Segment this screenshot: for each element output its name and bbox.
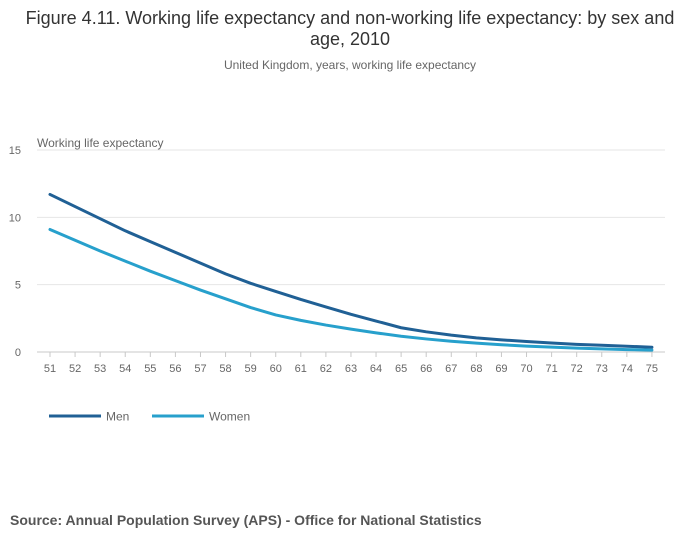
x-tick-label: 66 — [420, 363, 432, 375]
series-line-men — [48, 192, 654, 349]
y-tick-label: 0 — [15, 347, 21, 359]
y-tick-label: 5 — [15, 280, 21, 292]
x-axis: 51 52 53 54 55 56 57 58 59 60 61 62 63 64 65 66 67 68 69 70… — [44, 352, 658, 375]
series-line-women — [48, 227, 654, 352]
x-tick-label: 71 — [545, 363, 557, 375]
x-tick-label: 54 — [119, 363, 131, 375]
x-tick-label: 65 — [395, 363, 407, 375]
chart-title: Figure 4.11. Working life expectancy and… — [25, 8, 675, 49]
x-tick-label: 60 — [270, 363, 282, 375]
x-tick-label: 56 — [169, 363, 181, 375]
legend-label-men: Men — [106, 410, 129, 424]
series-lines — [48, 192, 654, 352]
y-axis-label: Working life expectancy — [37, 136, 164, 150]
x-tick-label: 52 — [69, 363, 81, 375]
x-tick-label: 74 — [621, 363, 633, 375]
x-tick-label: 75 — [646, 363, 658, 375]
x-tick-label: 69 — [495, 363, 507, 375]
x-tick-label: 64 — [370, 363, 382, 375]
y-tick-label: 15 — [9, 145, 21, 157]
x-tick-label: 70 — [520, 363, 532, 375]
y-axis-ticks: 0 5 10 15 — [9, 145, 21, 359]
x-tick-label: 67 — [445, 363, 457, 375]
x-tick-label: 55 — [144, 363, 156, 375]
x-tick-label: 73 — [596, 363, 608, 375]
x-tick-label: 61 — [295, 363, 307, 375]
y-tick-label: 10 — [9, 212, 21, 224]
x-tick-label: 59 — [245, 363, 257, 375]
legend: Men Women — [49, 410, 250, 424]
chart-subtitle: United Kingdom, years, working life expe… — [223, 58, 477, 72]
x-tick-label: 58 — [219, 363, 231, 375]
x-tick-label: 68 — [470, 363, 482, 375]
source-note: Source: Annual Population Survey (APS) -… — [10, 512, 482, 528]
x-tick-label: 57 — [194, 363, 206, 375]
x-tick-label: 63 — [345, 363, 357, 375]
x-tick-label: 62 — [320, 363, 332, 375]
gridlines — [37, 149, 665, 353]
legend-label-women: Women — [209, 410, 250, 424]
x-tick-label: 51 — [44, 363, 56, 375]
x-tick-label: 53 — [94, 363, 106, 375]
x-tick-label: 72 — [571, 363, 583, 375]
